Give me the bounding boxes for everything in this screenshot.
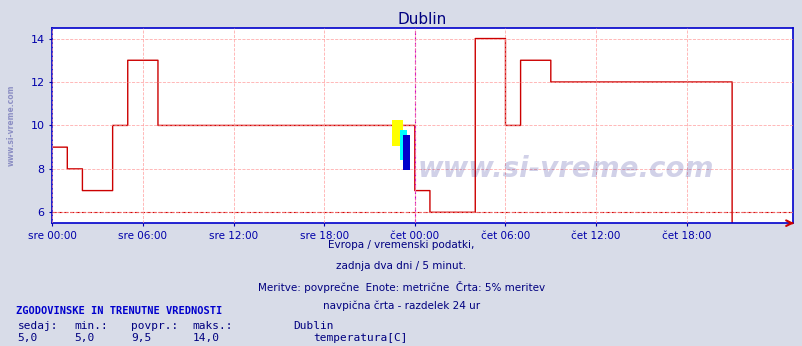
Text: maks.:: maks.:: [192, 321, 233, 331]
Text: 14,0: 14,0: [192, 333, 220, 343]
Text: www.si-vreme.com: www.si-vreme.com: [7, 85, 16, 166]
Text: 9,5: 9,5: [131, 333, 151, 343]
Text: min.:: min.:: [75, 321, 108, 331]
Text: Dublin: Dublin: [293, 321, 333, 331]
Bar: [391, 120, 403, 146]
Text: ZGODOVINSKE IN TRENUTNE VREDNOSTI: ZGODOVINSKE IN TRENUTNE VREDNOSTI: [16, 306, 222, 316]
Text: navpična črta - razdelek 24 ur: navpična črta - razdelek 24 ur: [322, 301, 480, 311]
Bar: [399, 130, 407, 160]
Text: sedaj:: sedaj:: [18, 321, 58, 331]
Text: povpr.:: povpr.:: [131, 321, 178, 331]
Text: 5,0: 5,0: [18, 333, 38, 343]
Text: Meritve: povprečne  Enote: metrične  Črta: 5% meritev: Meritve: povprečne Enote: metrične Črta:…: [257, 281, 545, 293]
Bar: [403, 135, 409, 170]
Text: www.si-vreme.com: www.si-vreme.com: [417, 155, 713, 183]
Title: Dublin: Dublin: [397, 11, 447, 27]
Text: Evropa / vremenski podatki,: Evropa / vremenski podatki,: [328, 240, 474, 251]
Text: zadnja dva dni / 5 minut.: zadnja dva dni / 5 minut.: [336, 261, 466, 271]
Text: 5,0: 5,0: [75, 333, 95, 343]
Text: temperatura[C]: temperatura[C]: [313, 333, 407, 343]
